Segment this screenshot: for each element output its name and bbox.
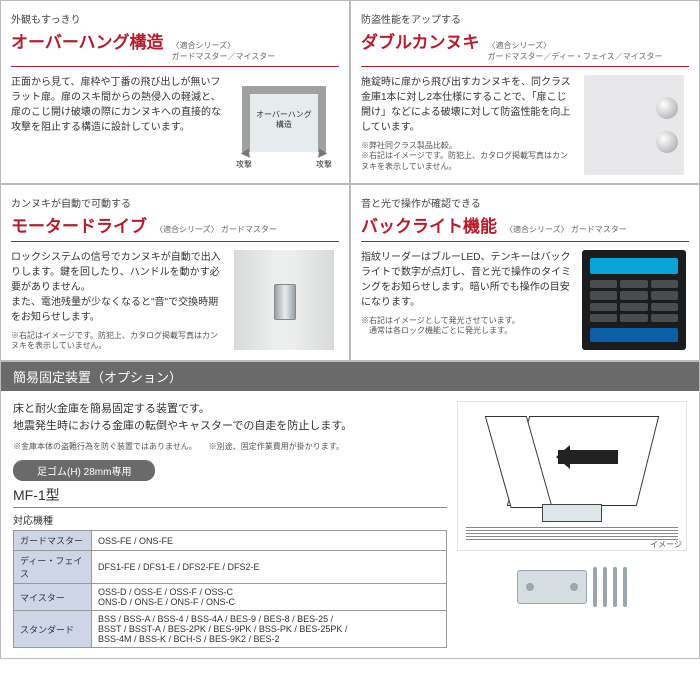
feature-note: ※弊社同クラス製品比較。 ※右記はイメージです。防犯上、カタログ掲載写真はカンヌ… bbox=[361, 141, 571, 172]
feature-subtitle: カンヌキが自動で可動する bbox=[11, 195, 339, 210]
section-header: 簡易固定装置（オプション） bbox=[1, 362, 699, 391]
divider bbox=[361, 66, 689, 67]
hardware-image bbox=[457, 555, 687, 619]
feature-description: 施錠時に扉から飛び出すカンヌキを、同クラス金庫1本に対し2本仕様にすることで、「… bbox=[361, 75, 571, 135]
anchor-desc-line2: 地震発生時における金庫の転倒やキャスターでの自走を防止します。 bbox=[13, 418, 447, 436]
overhang-diagram: オーバーハング 構造 攻撃 攻撃 bbox=[229, 75, 339, 175]
arrow-icon bbox=[558, 450, 618, 464]
feature-description: 指紋リーダーはブルーLED、テンキーはバックライトで数字が点灯し、音と光で操作の… bbox=[361, 250, 571, 310]
feature-title: バックライト機能 〈適合シリーズ〉 ガードマスター bbox=[361, 212, 689, 237]
feature-overhang: 外観もすっきり オーバーハング構造 〈適合シリーズ〉ガードマスター／マイスター … bbox=[0, 0, 350, 184]
feature-title: モータードライブ 〈適合シリーズ〉 ガードマスター bbox=[11, 212, 339, 237]
model-name: MF-1型 bbox=[13, 485, 447, 508]
feature-description: 正面から見て、扉枠や丁番の飛び出しが無いフラット扉。扉のスキ間からの熱侵入の軽減… bbox=[11, 75, 221, 175]
spec-pill: 足ゴム(H) 28mm専用 bbox=[13, 460, 155, 481]
compat-label: 対応機種 bbox=[13, 512, 447, 527]
table-row: ガードマスターOSS-FE / ONS-FE bbox=[14, 531, 447, 551]
motor-drive-image bbox=[229, 250, 339, 350]
feature-subtitle: 防盗性能をアップする bbox=[361, 11, 689, 26]
feature-backlight: 音と光で操作が確認できる バックライト機能 〈適合シリーズ〉 ガードマスター 指… bbox=[350, 184, 700, 361]
divider bbox=[11, 66, 339, 67]
table-row: マイスターOSS-D / OSS-E / OSS-F / OSS-C ONS-D… bbox=[14, 584, 447, 611]
feature-note: ※右記はイメージです。防犯上、カタログ掲載写真はカンヌキを表示していません。 bbox=[11, 331, 221, 352]
feature-grid: 外観もすっきり オーバーハング構造 〈適合シリーズ〉ガードマスター／マイスター … bbox=[0, 0, 700, 361]
table-row: スタンダードBSS / BSS-A / BSS-4 / BSS-4A / BES… bbox=[14, 611, 447, 648]
anchor-note: ※金庫本体の盗難行為を防ぐ装置ではありません。 ※別途、固定作業費用が掛かります… bbox=[13, 442, 447, 452]
feature-subtitle: 音と光で操作が確認できる bbox=[361, 195, 689, 210]
feature-subtitle: 外観もすっきり bbox=[11, 11, 339, 26]
divider bbox=[361, 241, 689, 242]
anchor-desc-line1: 床と耐火金庫を簡易固定する装置です。 bbox=[13, 401, 447, 419]
feature-motor-drive: カンヌキが自動で可動する モータードライブ 〈適合シリーズ〉 ガードマスター ロ… bbox=[0, 184, 350, 361]
double-bolt-image bbox=[579, 75, 689, 175]
feature-title: ダブルカンヌキ 〈適合シリーズ〉ガードマスター／ディー・フェイス／マイスター bbox=[361, 28, 689, 62]
compat-table: ガードマスターOSS-FE / ONS-FE ディー・フェイスDFS1-FE /… bbox=[13, 530, 447, 648]
install-diagram: イメージ bbox=[457, 401, 687, 551]
anchor-option-section: 簡易固定装置（オプション） 床と耐火金庫を簡易固定する装置です。 地震発生時にお… bbox=[0, 361, 700, 660]
table-row: ディー・フェイスDFS1-FE / DFS1-E / DFS2-FE / DFS… bbox=[14, 551, 447, 584]
feature-double-bolt: 防盗性能をアップする ダブルカンヌキ 〈適合シリーズ〉ガードマスター／ディー・フ… bbox=[350, 0, 700, 184]
backlight-keypad-image bbox=[579, 250, 689, 350]
divider bbox=[11, 241, 339, 242]
feature-description: ロックシステムの信号でカンヌキが自動で出入りします。鍵を回したり、ハンドルを動か… bbox=[11, 250, 221, 325]
feature-title: オーバーハング構造 〈適合シリーズ〉ガードマスター／マイスター bbox=[11, 28, 339, 62]
feature-note: ※右記はイメージとして発光させています。 通常は各ロック機能ごとに発光します。 bbox=[361, 316, 571, 337]
